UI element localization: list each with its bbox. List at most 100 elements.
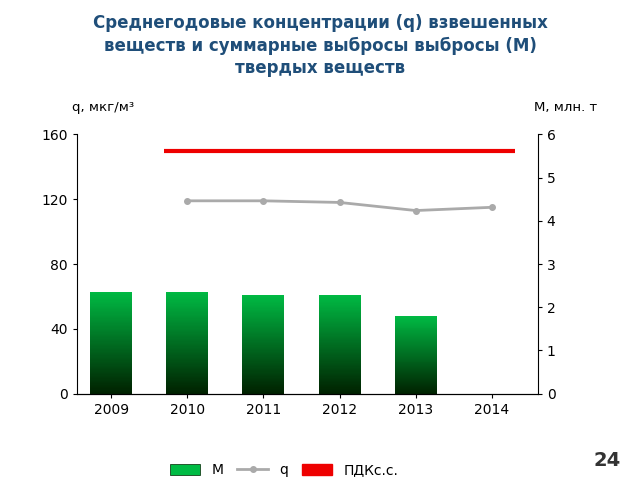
Bar <box>90 297 132 298</box>
Bar <box>90 374 132 376</box>
Bar <box>243 370 284 372</box>
Bar <box>90 391 132 392</box>
Bar <box>395 386 436 387</box>
Bar <box>166 341 208 343</box>
Bar <box>319 390 360 391</box>
Bar <box>243 342 284 343</box>
Bar <box>90 371 132 372</box>
Bar <box>395 366 436 367</box>
Bar <box>166 349 208 350</box>
Bar <box>90 331 132 332</box>
Bar <box>395 316 436 317</box>
Bar <box>90 328 132 330</box>
Bar <box>395 368 436 369</box>
Bar <box>395 384 436 385</box>
Bar <box>166 295 208 297</box>
Bar <box>395 346 436 347</box>
Bar <box>319 376 360 378</box>
Bar <box>319 311 360 312</box>
Bar <box>166 300 208 302</box>
Bar <box>319 343 360 344</box>
Bar <box>395 317 436 318</box>
Bar <box>90 306 132 307</box>
Bar <box>243 305 284 306</box>
Bar <box>90 392 132 394</box>
Bar <box>395 376 436 377</box>
Bar <box>90 314 132 316</box>
Bar <box>395 319 436 320</box>
Bar <box>243 328 284 329</box>
Bar <box>166 392 208 394</box>
Bar <box>166 347 208 348</box>
Bar <box>319 310 360 311</box>
Bar <box>166 368 208 370</box>
Bar <box>395 377 436 378</box>
Bar <box>90 307 132 308</box>
Bar <box>319 349 360 350</box>
Bar <box>319 389 360 390</box>
Bar <box>319 313 360 314</box>
Bar <box>243 308 284 310</box>
Bar <box>319 295 360 296</box>
Bar <box>395 350 436 351</box>
Bar <box>395 324 436 325</box>
Bar <box>395 383 436 384</box>
Bar <box>243 301 284 302</box>
Bar <box>166 298 208 299</box>
Bar <box>166 355 208 357</box>
Bar <box>243 360 284 361</box>
Bar <box>243 317 284 318</box>
Bar <box>319 380 360 381</box>
Bar <box>319 379 360 380</box>
Bar <box>319 348 360 349</box>
Bar <box>395 381 436 382</box>
Bar <box>243 391 284 392</box>
Bar <box>395 333 436 334</box>
Bar <box>319 385 360 386</box>
Bar <box>90 367 132 368</box>
Bar <box>319 323 360 324</box>
Bar <box>90 310 132 311</box>
Bar <box>319 312 360 313</box>
Bar <box>243 299 284 300</box>
Bar <box>166 293 208 294</box>
Bar <box>166 359 208 360</box>
Bar <box>319 325 360 327</box>
Bar <box>90 350 132 351</box>
Bar <box>395 389 436 390</box>
Bar <box>166 337 208 339</box>
Bar <box>395 356 436 357</box>
Bar <box>395 371 436 372</box>
Bar <box>243 385 284 386</box>
Bar <box>243 390 284 391</box>
Bar <box>395 344 436 345</box>
Bar <box>319 386 360 387</box>
Bar <box>166 326 208 327</box>
Bar <box>395 369 436 370</box>
Bar <box>166 340 208 341</box>
Bar <box>395 351 436 352</box>
Bar <box>90 349 132 350</box>
Bar <box>395 367 436 368</box>
Bar <box>90 348 132 349</box>
Bar <box>90 359 132 360</box>
Bar <box>243 297 284 299</box>
Bar <box>166 390 208 391</box>
Bar <box>319 339 360 340</box>
Bar <box>90 390 132 391</box>
Bar <box>319 384 360 385</box>
Bar <box>319 308 360 310</box>
Bar <box>90 355 132 357</box>
Bar <box>90 324 132 326</box>
Bar <box>166 318 208 320</box>
Bar <box>395 318 436 319</box>
Bar <box>166 310 208 311</box>
Bar <box>395 375 436 376</box>
Bar <box>395 337 436 338</box>
Bar <box>90 381 132 382</box>
Bar <box>395 357 436 358</box>
Bar <box>243 363 284 364</box>
Bar <box>166 307 208 308</box>
Bar <box>166 334 208 335</box>
Bar <box>166 358 208 359</box>
